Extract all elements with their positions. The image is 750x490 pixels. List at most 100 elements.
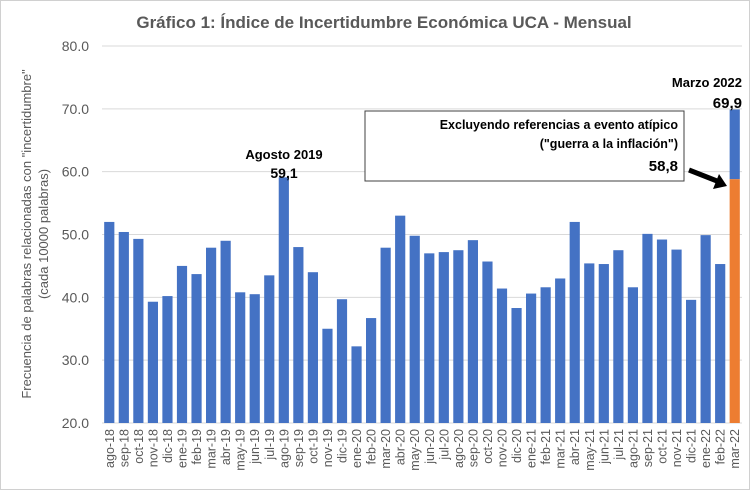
x-tick-label: jul-20 xyxy=(437,429,451,461)
bar-ago-19 xyxy=(278,177,289,423)
annotation-aug2019-label: Agosto 2019 xyxy=(245,147,322,162)
bar-dic-19 xyxy=(336,299,348,423)
bar-oct-20 xyxy=(482,261,493,423)
x-tick-label: sep-18 xyxy=(117,429,131,467)
x-tick-label: abr-20 xyxy=(394,429,408,465)
x-tick-label: dic-21 xyxy=(685,429,699,463)
x-tick-label: jun-19 xyxy=(248,429,262,465)
bar-abr-19 xyxy=(220,240,231,423)
x-tick-label: ago-18 xyxy=(103,429,117,468)
x-tick-label: feb-21 xyxy=(539,429,553,464)
y-tick-label: 20.0 xyxy=(62,415,89,431)
x-tick-label: jul-19 xyxy=(263,429,277,461)
bar-feb-19 xyxy=(191,274,202,423)
bar-mar-22-atypical xyxy=(729,109,740,180)
bar-sep-20 xyxy=(467,240,478,423)
bar-jul-19 xyxy=(264,275,275,423)
bar-may-20 xyxy=(409,235,420,423)
x-tick-label: jun-20 xyxy=(423,429,437,465)
bar-feb-22 xyxy=(715,264,726,423)
bar-ene-20 xyxy=(351,346,362,423)
x-tick-label: ene-19 xyxy=(176,429,190,468)
bar-mar-22-excluded xyxy=(729,179,740,423)
bar-sep-21 xyxy=(642,233,653,423)
x-tick-label: sep-19 xyxy=(292,429,306,467)
y-tick-label: 30.0 xyxy=(62,352,89,368)
annotation-box-value: 58,8 xyxy=(649,158,678,175)
x-tick-label: dic-20 xyxy=(510,429,524,463)
bar-jun-19 xyxy=(249,294,260,423)
bar-ene-21 xyxy=(526,293,537,423)
x-tick-label: abr-19 xyxy=(219,429,233,465)
bar-dic-21 xyxy=(686,299,697,423)
x-tick-label: nov-18 xyxy=(146,429,160,467)
bar-ago-20 xyxy=(453,250,464,423)
bar-nov-21 xyxy=(671,249,682,423)
y-tick-label: 50.0 xyxy=(62,227,89,243)
bar-may-21 xyxy=(584,263,595,423)
x-tick-label: nov-19 xyxy=(321,429,335,467)
x-tick-label: sep-20 xyxy=(466,429,480,467)
bar-nov-18 xyxy=(147,301,158,423)
bar-mar-21 xyxy=(555,278,566,423)
bar-jul-20 xyxy=(438,252,449,423)
chart-title: Gráfico 1: Índice de Incertidumbre Econó… xyxy=(136,13,631,32)
bar-mar-20 xyxy=(380,247,391,423)
x-tick-label: ago-20 xyxy=(452,429,466,468)
x-tick-label: ago-21 xyxy=(626,429,640,468)
x-tick-label: feb-20 xyxy=(365,429,379,464)
x-tick-label: nov-21 xyxy=(670,429,684,467)
x-tick-label: oct-18 xyxy=(132,429,146,464)
x-tick-label: ene-21 xyxy=(525,429,539,468)
bar-jun-20 xyxy=(424,253,435,423)
bar-ago-21 xyxy=(627,287,638,423)
bar-nov-20 xyxy=(496,288,508,423)
y-tick-label: 40.0 xyxy=(62,289,89,305)
annotation-mar2022-value: 69,9 xyxy=(713,95,742,112)
bar-feb-21 xyxy=(540,287,551,423)
x-tick-label: abr-21 xyxy=(568,429,582,465)
annotation-box-line1: Excluyendo referencias a evento atípico xyxy=(440,118,679,132)
arrow-icon xyxy=(688,167,727,189)
annotation-box-line2: ("guerra a la inflación") xyxy=(540,137,678,151)
x-tick-label: dic-18 xyxy=(161,429,175,463)
bar-nov-19 xyxy=(322,328,333,423)
x-tick-label: mar-20 xyxy=(379,429,393,469)
x-tick-label: ene-20 xyxy=(350,429,364,468)
x-tick-label: mar-21 xyxy=(554,429,568,469)
annotation-mar2022-label: Marzo 2022 xyxy=(672,75,742,90)
x-tick-label: may-20 xyxy=(408,429,422,471)
x-tick-label: oct-20 xyxy=(481,429,495,464)
x-tick-label: may-19 xyxy=(234,429,248,471)
bar-ago-18 xyxy=(104,221,115,423)
bar-oct-18 xyxy=(133,238,144,423)
bar-mar-19 xyxy=(206,247,217,423)
bar-abr-20 xyxy=(395,215,406,423)
bar-oct-19 xyxy=(307,272,318,423)
x-tick-label: feb-22 xyxy=(714,429,728,464)
bar-sep-19 xyxy=(293,247,304,423)
x-tick-label: dic-19 xyxy=(336,429,350,463)
bar-jun-21 xyxy=(598,264,609,423)
x-tick-label: mar-22 xyxy=(728,429,742,469)
annotation-box xyxy=(364,110,685,182)
x-tick-label: nov-20 xyxy=(496,429,510,467)
y-tick-label: 80.0 xyxy=(62,38,89,54)
bar-sep-18 xyxy=(118,231,129,423)
bar-ene-22 xyxy=(700,235,711,423)
x-tick-label: sep-21 xyxy=(641,429,655,467)
bar-ene-19 xyxy=(176,265,188,423)
y-tick-label: 70.0 xyxy=(62,101,89,117)
x-tick-label: jun-21 xyxy=(597,429,611,465)
bar-jul-21 xyxy=(613,250,624,423)
bar-oct-21 xyxy=(656,239,668,423)
bar-may-19 xyxy=(235,292,246,423)
y-axis-title-line2: (cada 10000 palabras) xyxy=(36,169,51,299)
x-tick-label: mar-19 xyxy=(205,429,219,469)
bar-dic-18 xyxy=(162,296,173,423)
x-tick-label: oct-21 xyxy=(656,429,670,464)
y-tick-label: 60.0 xyxy=(62,164,89,180)
x-tick-label: feb-19 xyxy=(190,429,204,464)
